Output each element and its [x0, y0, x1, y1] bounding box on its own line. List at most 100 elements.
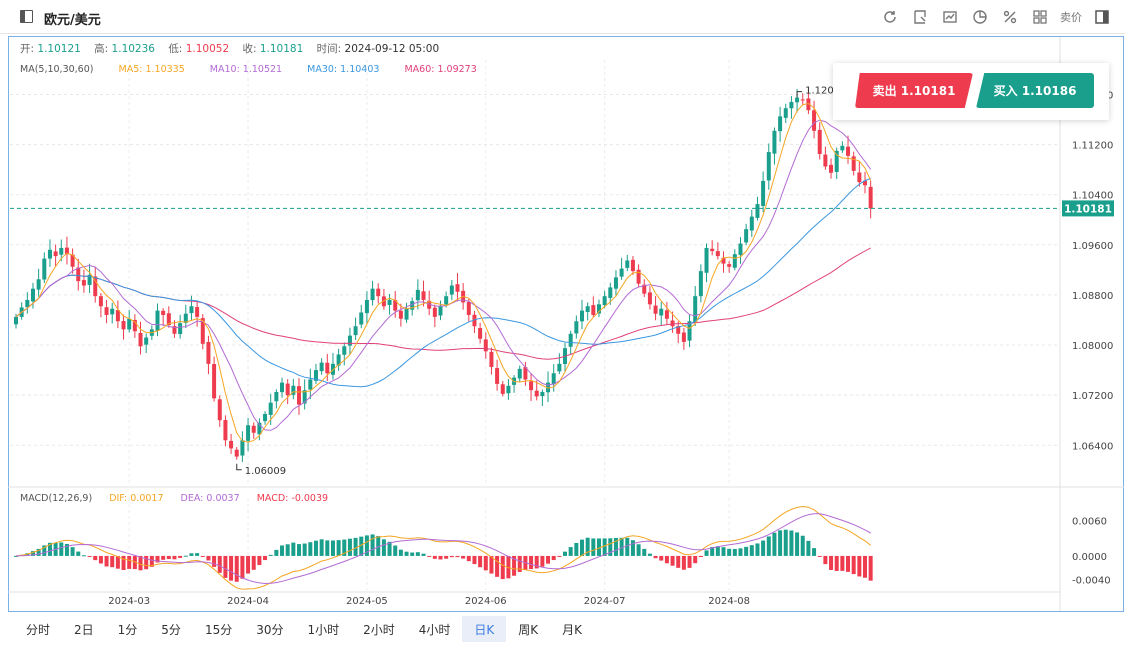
candle-body	[14, 316, 18, 325]
candle-body	[840, 145, 845, 151]
macd-bar	[766, 536, 771, 556]
candle-body	[704, 247, 709, 273]
macd-bar	[619, 537, 624, 556]
candle-body	[229, 440, 234, 449]
period-tab[interactable]: 30分	[256, 622, 284, 637]
candle-body	[234, 449, 239, 457]
macd-bar	[291, 542, 296, 556]
candle-body	[659, 308, 664, 316]
candle-body	[800, 99, 805, 101]
period-tab[interactable]: 4小时	[418, 622, 451, 637]
macd-bar	[81, 555, 86, 557]
toolbar: 卖价	[875, 6, 1117, 28]
candle-body	[483, 339, 488, 352]
macd-bar	[297, 544, 301, 556]
candle-body	[574, 321, 579, 334]
sell-button[interactable]: 卖出 1.10181	[855, 73, 973, 108]
macd-bar	[359, 536, 364, 556]
macd-bar	[257, 555, 262, 566]
macd-bar	[172, 555, 177, 560]
candle-body	[319, 362, 324, 372]
period-selector: 分时 2日 1分 5分 15分 30分 1小时 2小时 4小时 日K 周K 月K	[14, 616, 594, 642]
candle-body	[664, 310, 669, 319]
pie-icon[interactable]	[965, 6, 995, 28]
buy-button[interactable]: 买入 1.10186	[976, 73, 1094, 108]
percent-icon[interactable]	[995, 6, 1025, 28]
chart-style-icon[interactable]	[935, 6, 965, 28]
macd-bar	[704, 550, 709, 556]
macd-bar	[104, 555, 109, 567]
macd-bar	[517, 555, 522, 572]
panel-icon[interactable]	[20, 10, 33, 23]
macd-bar	[398, 549, 403, 556]
candle-body	[568, 333, 573, 347]
macd-bar	[70, 547, 75, 556]
price-tick-label: 1.06400	[1072, 441, 1113, 452]
high-label: 高:	[94, 43, 109, 55]
candle-body	[444, 296, 449, 305]
period-tab[interactable]: 2小时	[363, 622, 395, 637]
period-tab[interactable]: 2日	[74, 622, 94, 637]
candle-body	[217, 399, 222, 421]
sidebar-toggle-icon[interactable]	[1087, 6, 1117, 28]
grid-icon[interactable]	[1025, 6, 1055, 28]
macd-bar	[783, 529, 788, 556]
candle-body	[449, 285, 454, 295]
macd-bar	[846, 555, 851, 572]
macd-bar	[387, 541, 392, 556]
candle-body	[710, 248, 715, 252]
period-tab[interactable]: 月K	[562, 622, 583, 637]
candle-body	[76, 267, 81, 282]
candle-body	[25, 299, 30, 308]
macd-bar	[432, 555, 437, 559]
candle-body	[104, 307, 109, 315]
draw-icon[interactable]	[905, 6, 935, 28]
candle-body	[370, 288, 375, 301]
refresh-icon[interactable]	[875, 6, 905, 28]
macd-bar	[161, 555, 166, 560]
x-tick-label: 2024-08	[708, 596, 750, 607]
macd-bar	[115, 555, 120, 569]
period-tab[interactable]: 周K	[518, 622, 539, 637]
candle-body	[206, 341, 211, 364]
candle-body	[523, 367, 528, 380]
candle-body	[336, 354, 341, 366]
ma5-line	[15, 102, 872, 443]
macd-bar	[778, 530, 783, 556]
macd-bar	[212, 555, 217, 567]
current-price-box	[1062, 200, 1114, 217]
period-tab[interactable]: 5分	[161, 622, 181, 637]
macd-bar	[274, 549, 279, 556]
candle-body	[347, 335, 352, 346]
macd-bar	[732, 548, 737, 556]
period-tab[interactable]: 1分	[117, 622, 138, 637]
symbol-title: 欧元/美元	[44, 13, 101, 28]
macd-legend-title: MACD(12,26,9)	[20, 493, 93, 504]
macd-bar	[421, 553, 426, 556]
candle-body	[642, 284, 647, 294]
candle-body	[670, 320, 675, 327]
period-tab-active[interactable]: 日K	[462, 616, 507, 642]
candle-body	[534, 390, 539, 397]
candle-body	[246, 425, 251, 441]
candle-body	[291, 385, 296, 395]
candle-body	[364, 299, 369, 314]
price-mode-toggle[interactable]: 卖价	[1060, 11, 1082, 24]
macd-bar	[325, 540, 330, 556]
macd-bar	[868, 555, 873, 581]
candle-body	[732, 254, 737, 268]
macd-bar	[863, 555, 867, 578]
period-tab[interactable]: 分时	[26, 622, 51, 637]
candle-body	[70, 254, 75, 267]
candle-body	[636, 269, 641, 284]
ma30-legend: MA30: 1.10403	[307, 64, 380, 75]
candle-body	[495, 368, 500, 384]
macd-bar	[217, 555, 222, 573]
macd-bar	[195, 553, 200, 556]
candle-body	[868, 186, 873, 209]
candle-body	[613, 277, 618, 289]
macd-bar	[568, 547, 573, 556]
period-tab[interactable]: 1小时	[307, 622, 340, 637]
period-tab[interactable]: 15分	[204, 622, 233, 637]
